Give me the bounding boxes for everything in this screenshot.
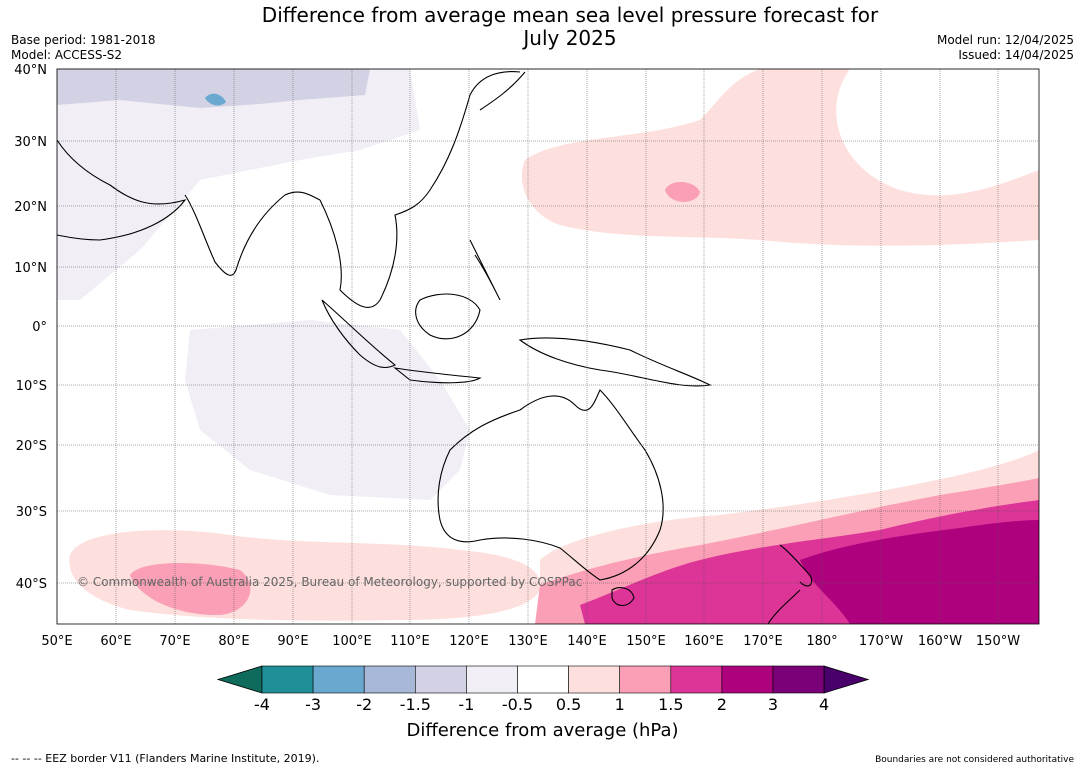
colorbar-tick-label: 1 [615,695,625,714]
colorbar-tick-label: 3 [768,695,778,714]
colorbar-swatch [772,665,825,694]
longitude-label: 160°E [684,634,724,649]
latitude-label: 30°N [14,135,47,150]
colorbar-tick-label: -1.5 [400,695,431,714]
base-period: Base period: 1981-2018 [11,33,156,47]
longitude-label: 110°E [390,634,430,649]
longitude-label: 160°W [918,634,962,649]
boundary-disclaimer: Boundaries are not considered authoritat… [875,755,1074,765]
anomaly-area-tibet-strong [205,93,226,106]
latitude-label: 40°S [16,577,47,592]
colorbar-tick-label: 2 [717,695,727,714]
longitude-label: 180° [806,634,837,649]
coastline-new-zealand [767,544,813,624]
colorbar-swatch [568,665,620,694]
coastline-borneo [415,293,481,340]
latitude-label: 30°S [16,505,47,520]
anomaly-area-north-pacific-positive [521,69,1039,246]
colorbar-tick-label: -3 [305,695,321,714]
colorbar-swatch [216,665,263,694]
colorbar-tick-label: -1 [458,695,474,714]
colorbar-swatch [261,665,314,694]
latitude-label: 40°N [14,63,47,78]
coastline-australia [437,389,664,581]
map-frame [56,68,1040,625]
longitude-label: 90°E [277,634,308,649]
colorbar-tick-label: -0.5 [502,695,533,714]
coastline-arabia [57,139,187,241]
latitude-label: 10°N [14,261,47,276]
latitude-label: 20°S [16,439,47,454]
latitude-label: 10°S [16,379,47,394]
coastline-india [184,191,321,276]
title-line-1: Difference from average mean sea level p… [261,3,879,27]
longitude-label: 170°W [859,634,903,649]
latitude-label: 0° [32,320,47,335]
coastline-tasmania [611,587,635,607]
longitude-label: 120°E [449,634,489,649]
coastline-java [393,367,482,384]
colorbar-swatch [466,665,518,694]
coastline-philippines [469,239,501,301]
colorbar-title: Difference from average (hPa) [406,720,679,741]
meta-left: Base period: 1981-2018 Model: ACCESS-S2 [11,33,156,63]
latitude-labels: 40°N 30°N 20°N 10°N 0° 10°S 20°S 30°S 40°S [14,63,47,592]
coastline-japan [479,71,526,111]
map-panel: 40°N 30°N 20°N 10°N 0° 10°S 20°S 30°S 40°S 50°E 6… [14,63,1040,649]
longitude-label: 130°E [508,634,548,649]
anomaly-area-southern-pacific-very-high [800,520,1039,624]
colorbar-tick-label: 4 [819,695,829,714]
colorbar-swatch [517,665,569,694]
colorbar-swatch [312,665,365,694]
colorbar-swatch [619,665,672,694]
anomaly-area-indian-ocean-negative [185,320,470,500]
longitude-label: 170°E [743,634,783,649]
colorbar-tick-label: 1.5 [658,695,683,714]
colorbar-tick-label: -4 [254,695,270,714]
longitude-label: 100°E [332,634,372,649]
colorbar-swatch [363,665,416,694]
colorbar-tick-label: -2 [356,695,372,714]
longitude-label: 80°E [218,634,249,649]
meta-right: Model run: 12/04/2025 Issued: 14/04/2025 [937,33,1074,63]
anomaly-area-north-pacific-core [665,181,700,202]
anomaly-area-southern-indian-core [130,563,251,616]
longitude-label: 150°E [626,634,666,649]
colorbar-swatch [721,665,774,694]
longitude-label: 140°E [567,634,607,649]
title-line-2: July 2025 [523,26,617,50]
longitude-label: 50°E [41,634,72,649]
coastline-indochina [319,71,521,308]
latitude-label: 20°N [14,200,47,215]
longitude-labels: 50°E 60°E 70°E 80°E 90°E 100°E 110°E 120°E 130°E… [41,634,1020,649]
longitude-label: 60°E [100,634,131,649]
model-run: Model run: 12/04/2025 [936,33,1074,47]
longitude-label: 70°E [159,634,190,649]
eez-footnote: -- -- -- EEZ border V11 (Flanders Marine… [11,752,320,765]
colorbar-tick-labels: -4 -3 -2 -1.5 -1 -0.5 0.5 1 1.5 2 3 4 [254,695,829,714]
map-title: Difference from average mean sea level p… [200,4,940,50]
colorbar-swatch [823,665,870,694]
coastlines [57,71,813,624]
colorbar-swatch [414,665,467,694]
copyright-notice: © Commonwealth of Australia 2025, Bureau… [77,575,582,589]
model-name: Model: ACCESS-S2 [11,48,123,62]
colorbar-swatch [670,665,723,694]
coastline-sumatra [321,299,397,369]
anomaly-area-asia-negative [57,69,420,300]
anomaly-area-tibet-negative [57,69,370,108]
issued-date: Issued: 14/04/2025 [958,48,1074,62]
longitude-label: 150°W [976,634,1020,649]
colorbar-tick-label: 0.5 [556,695,581,714]
colorbar-swatches [216,665,870,694]
